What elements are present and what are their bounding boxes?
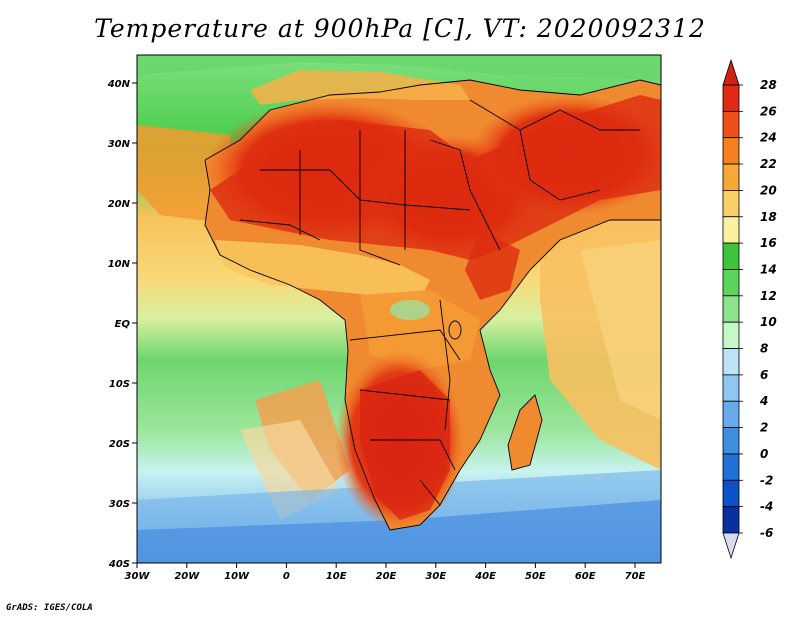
colorbar-swatch [722,163,740,191]
colorbar-swatch [722,84,740,112]
colorbar-label: -4 [760,500,773,514]
lat-label: 30S [109,499,130,510]
lon-label: 10E [326,571,347,582]
lat-label: 10N [108,259,131,270]
lon-label: 20E [376,571,397,582]
lon-label: 30W [125,571,151,582]
colorbar-swatch [722,479,740,508]
colorbar-label: -6 [760,526,773,540]
lon-label: 60E [575,571,596,582]
colorbar-label: 28 [760,78,777,92]
colorbar-label: 12 [760,289,777,303]
colorbar-label: 2 [760,421,768,435]
lon-label: 70E [625,571,646,582]
lon-label: 20W [174,571,200,582]
colorbar-label: 20 [760,183,777,197]
colorbar-swatch [722,110,740,139]
map-figure: 40N 30N 20N 10N EQ 10S 20S 30S 40S 30W 20W 10W 0 10E… [107,54,777,582]
longitude-axis: 30W 20W 10W 0 10E 20E 30E 40E 50E 60E 70E [125,563,646,582]
lat-label: 30N [108,139,131,150]
lon-label: 0 [283,571,290,582]
colorbar-label: 0 [760,447,768,461]
colorbar-swatch [722,137,740,165]
temperature-field [137,55,661,563]
colorbar-label: 10 [760,315,777,329]
colorbar-swatch [722,269,740,297]
colorbar-label: -2 [760,473,773,487]
colorbar-swatch [722,374,740,402]
colorbar-swatch [722,321,740,349]
lon-label: 30E [425,571,446,582]
colorbar-swatch [722,190,740,218]
colorbar-label: 22 [760,157,777,171]
lat-label: 20S [109,439,130,450]
colorbar-top-arrow [722,58,740,86]
colorbar-label: 18 [760,210,777,224]
lon-label: 50E [525,571,546,582]
colorbar-label: 16 [760,236,777,250]
lat-label: EQ [115,319,131,330]
map-title: Temperature at 900hPa [C], VT: 202009231… [94,14,706,43]
colorbar-label: 24 [760,131,777,145]
colorbar-swatch [722,348,740,376]
colorbar-label: 26 [760,104,777,118]
colorbar-bottom-arrow [722,532,740,560]
colorbar-swatch [722,427,740,455]
colorbar-label: 8 [760,342,768,356]
lat-label: 10S [109,379,130,390]
colorbar-swatch [722,453,740,481]
lon-label: 40E [474,571,496,582]
colorbar-swatch [722,216,740,244]
lat-label: 20N [108,199,131,210]
coastlines [204,79,661,531]
latitude-axis: 40N 30N 20N 10N EQ 10S 20S 30S 40S [107,79,137,570]
colorbar-label: 4 [759,394,768,408]
lat-label: 40N [107,79,131,90]
colorbar-swatch [722,242,740,270]
colorbar-swatch [722,506,740,534]
map-frame [136,54,662,564]
colorbar-swatch [722,400,740,428]
colorbar-label: 6 [760,368,768,382]
lon-label: 10W [224,571,250,582]
grads-credit: GrADS: IGES/COLA [6,603,93,613]
lat-label: 40S [108,559,130,570]
colorbar-swatch [722,295,740,323]
colorbar-label: 14 [760,262,777,276]
